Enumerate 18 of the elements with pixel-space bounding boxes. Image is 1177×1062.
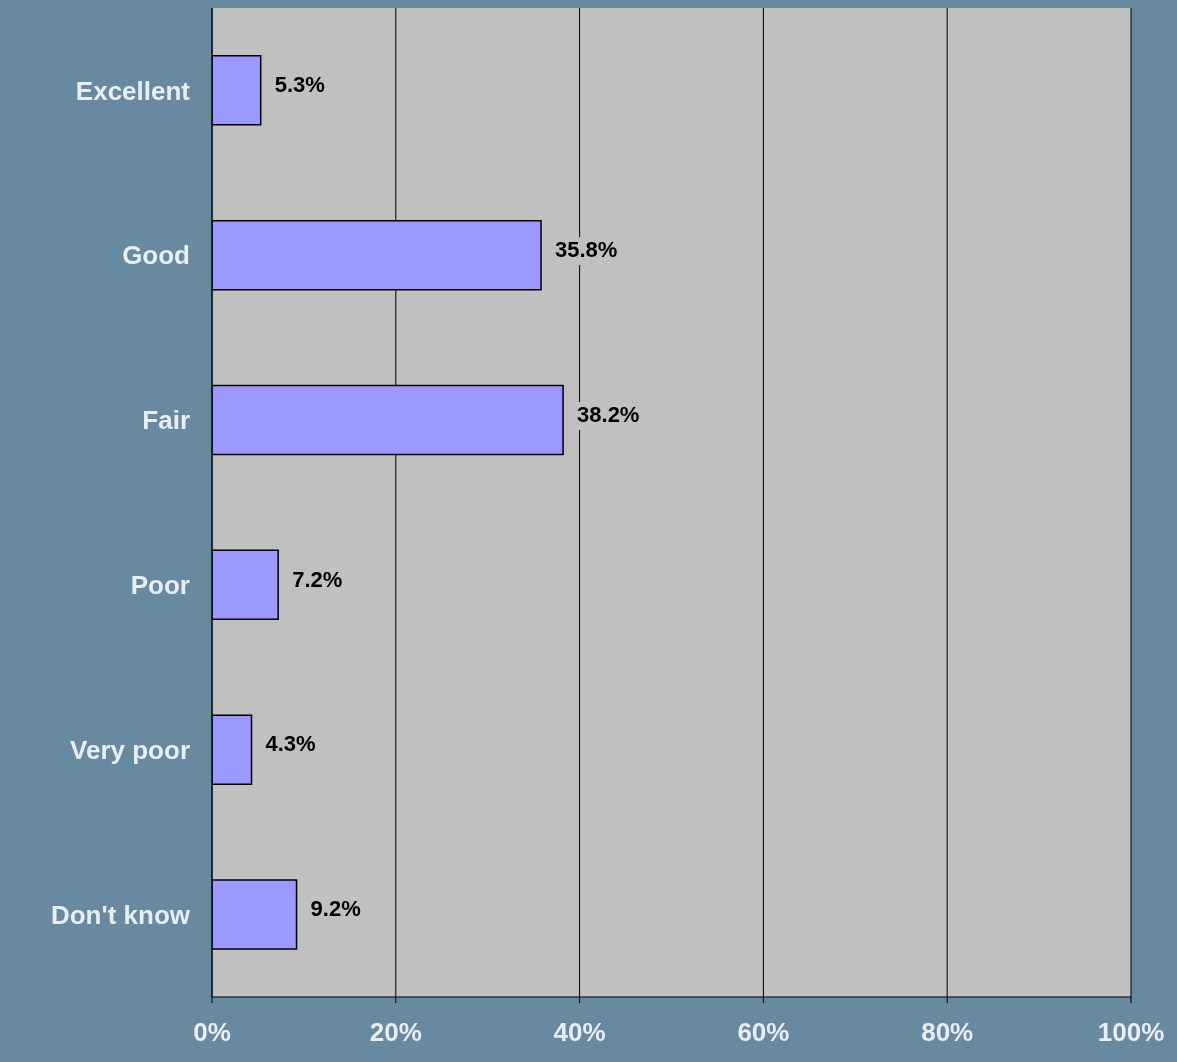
- y-tick-label: Don't know: [50, 899, 191, 930]
- data-label: 35.8%: [555, 236, 618, 262]
- y-tick-label: Very poor: [70, 734, 190, 765]
- data-label: 4.3%: [265, 731, 316, 757]
- x-tick-label: 100%: [1097, 1017, 1165, 1048]
- x-tick-label: 0%: [193, 1017, 231, 1048]
- data-label: 38.2%: [577, 401, 640, 427]
- data-label: 5.3%: [274, 72, 325, 98]
- y-tick-label: Poor: [130, 570, 190, 601]
- y-tick-label: Fair: [142, 405, 190, 436]
- y-tick-label: Good: [122, 240, 190, 271]
- x-tick-label: 20%: [369, 1017, 422, 1048]
- y-tick-label: Excellent: [75, 75, 191, 106]
- x-tick-label: 80%: [921, 1017, 974, 1048]
- data-label: 9.2%: [310, 896, 361, 922]
- x-tick-label: 40%: [553, 1017, 606, 1048]
- x-tick-label: 60%: [737, 1017, 790, 1048]
- data-label: 7.2%: [292, 566, 343, 592]
